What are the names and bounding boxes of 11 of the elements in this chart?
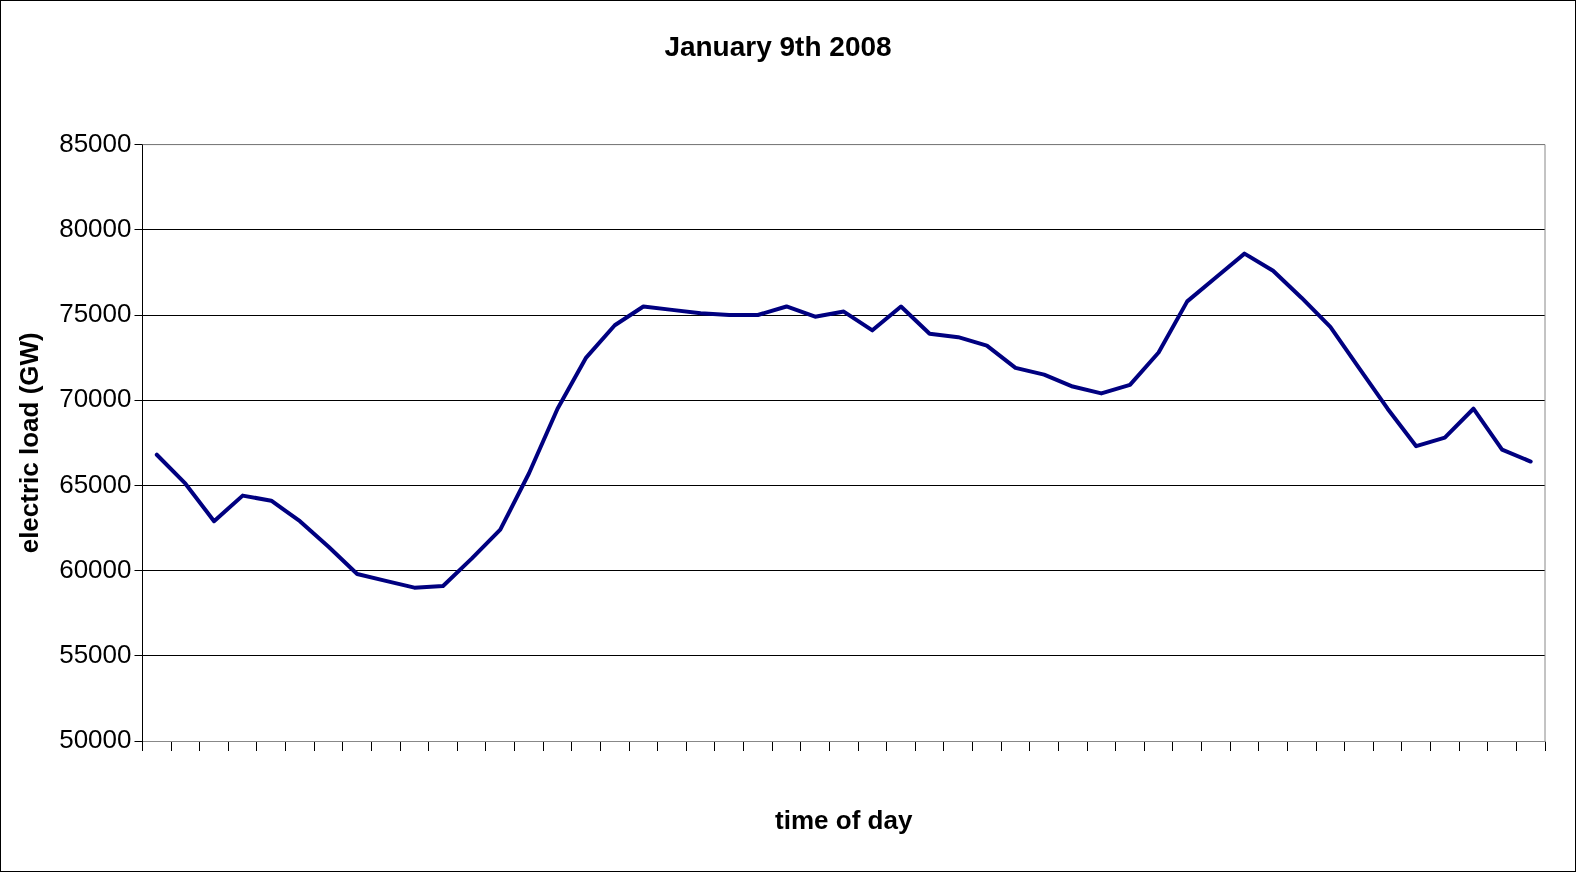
y-axis-title: electric load (GW): [13, 332, 44, 554]
y-tick-label: 75000: [59, 298, 132, 329]
chart-title: January 9th 2008: [664, 30, 892, 62]
y-tick-label: 55000: [59, 638, 132, 669]
y-tick-label: 70000: [59, 383, 132, 414]
y-tick-label: 50000: [59, 724, 132, 755]
y-tick-label: 65000: [59, 468, 132, 499]
y-tick-label: 80000: [59, 212, 132, 243]
x-axis-title: time of day: [775, 804, 913, 835]
y-tick-label: 60000: [59, 553, 132, 584]
y-tick-label: 85000: [59, 127, 132, 158]
